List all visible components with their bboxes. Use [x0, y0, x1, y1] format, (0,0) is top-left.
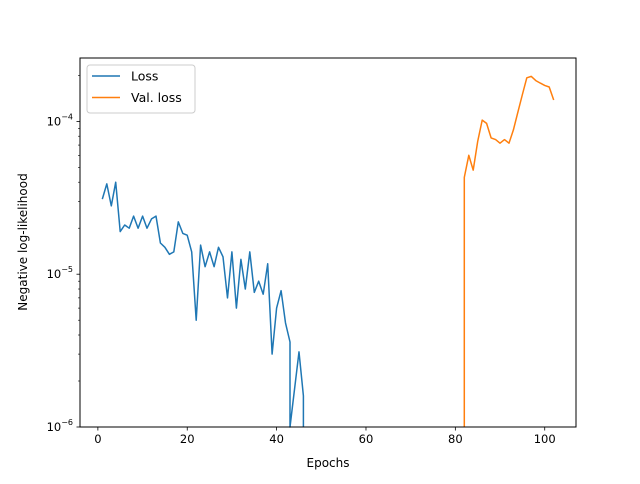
- y-axis-ticks: 10−610−510−4: [47, 75, 80, 434]
- y-tick-exponent: −4: [61, 112, 73, 121]
- legend-label: Loss: [131, 69, 158, 84]
- series-line-1: [101, 181, 305, 428]
- y-tick-label: 10−6: [47, 418, 73, 434]
- plot-frame: [79, 57, 577, 428]
- y-tick-exponent: −6: [61, 418, 73, 427]
- legend-label: Val. loss: [131, 90, 182, 105]
- legend: Loss Val. loss: [86, 64, 196, 114]
- y-tick-exponent: −5: [61, 265, 73, 274]
- series-line-2: [463, 75, 555, 427]
- x-axis-label: Epochs: [307, 456, 350, 470]
- x-tick-label: 100: [534, 432, 556, 446]
- y-axis-label: Negative log-likelihood: [16, 173, 30, 310]
- y-tick-base: 10: [47, 267, 62, 281]
- y-tick-base: 10: [47, 114, 62, 128]
- y-tick-label: 10−5: [47, 265, 73, 281]
- y-tick-label: 10−4: [47, 112, 73, 128]
- x-tick-label: 40: [269, 432, 284, 446]
- legend-box: [86, 64, 196, 114]
- x-tick-label: 80: [448, 432, 463, 446]
- series-layer: [101, 75, 555, 428]
- x-tick-label: 0: [94, 432, 101, 446]
- x-tick-label: 60: [359, 432, 374, 446]
- x-axis-ticks: 0 20 40 60 80 100: [94, 427, 556, 446]
- x-tick-label: 20: [180, 432, 195, 446]
- y-tick-base: 10: [47, 420, 62, 434]
